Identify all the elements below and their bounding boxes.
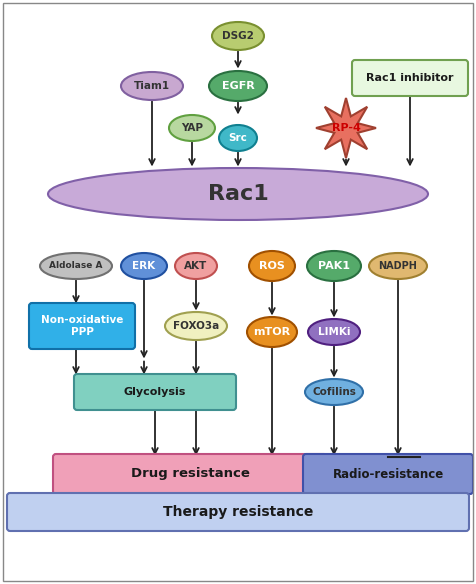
Text: ERK: ERK: [132, 261, 156, 271]
Ellipse shape: [40, 253, 112, 279]
Text: Radio-resistance: Radio-resistance: [332, 468, 444, 481]
Text: mTOR: mTOR: [253, 327, 290, 337]
Text: YAP: YAP: [181, 123, 203, 133]
FancyBboxPatch shape: [7, 493, 469, 531]
Text: PAK1: PAK1: [318, 261, 350, 271]
Text: Non-oxidative
PPP: Non-oxidative PPP: [41, 315, 123, 337]
Text: Aldolase A: Aldolase A: [49, 262, 103, 270]
Ellipse shape: [48, 168, 428, 220]
Ellipse shape: [209, 71, 267, 101]
Ellipse shape: [249, 251, 295, 281]
Text: Rac1 inhibitor: Rac1 inhibitor: [366, 73, 454, 83]
FancyBboxPatch shape: [53, 454, 327, 494]
Text: ROS: ROS: [259, 261, 285, 271]
FancyBboxPatch shape: [29, 303, 135, 349]
Text: Rac1: Rac1: [208, 184, 268, 204]
Text: FOXO3a: FOXO3a: [173, 321, 219, 331]
Ellipse shape: [165, 312, 227, 340]
FancyBboxPatch shape: [74, 374, 236, 410]
Text: Tiam1: Tiam1: [134, 81, 170, 91]
FancyBboxPatch shape: [352, 60, 468, 96]
Ellipse shape: [247, 317, 297, 347]
Text: DSG2: DSG2: [222, 31, 254, 41]
Text: EGFR: EGFR: [222, 81, 254, 91]
Text: Therapy resistance: Therapy resistance: [163, 505, 313, 519]
Ellipse shape: [369, 253, 427, 279]
Ellipse shape: [175, 253, 217, 279]
Text: LIMKi: LIMKi: [318, 327, 350, 337]
Text: AKT: AKT: [184, 261, 208, 271]
FancyBboxPatch shape: [303, 454, 473, 494]
Polygon shape: [316, 98, 376, 158]
Ellipse shape: [121, 72, 183, 100]
Ellipse shape: [307, 251, 361, 281]
Ellipse shape: [169, 115, 215, 141]
Text: Glycolysis: Glycolysis: [124, 387, 186, 397]
Text: RP-4: RP-4: [332, 123, 360, 133]
Ellipse shape: [305, 379, 363, 405]
Text: Src: Src: [228, 133, 248, 143]
Ellipse shape: [308, 319, 360, 345]
Ellipse shape: [121, 253, 167, 279]
Text: NADPH: NADPH: [378, 261, 417, 271]
Text: Cofilins: Cofilins: [312, 387, 356, 397]
Text: Drug resistance: Drug resistance: [130, 468, 249, 481]
Ellipse shape: [219, 125, 257, 151]
Ellipse shape: [212, 22, 264, 50]
